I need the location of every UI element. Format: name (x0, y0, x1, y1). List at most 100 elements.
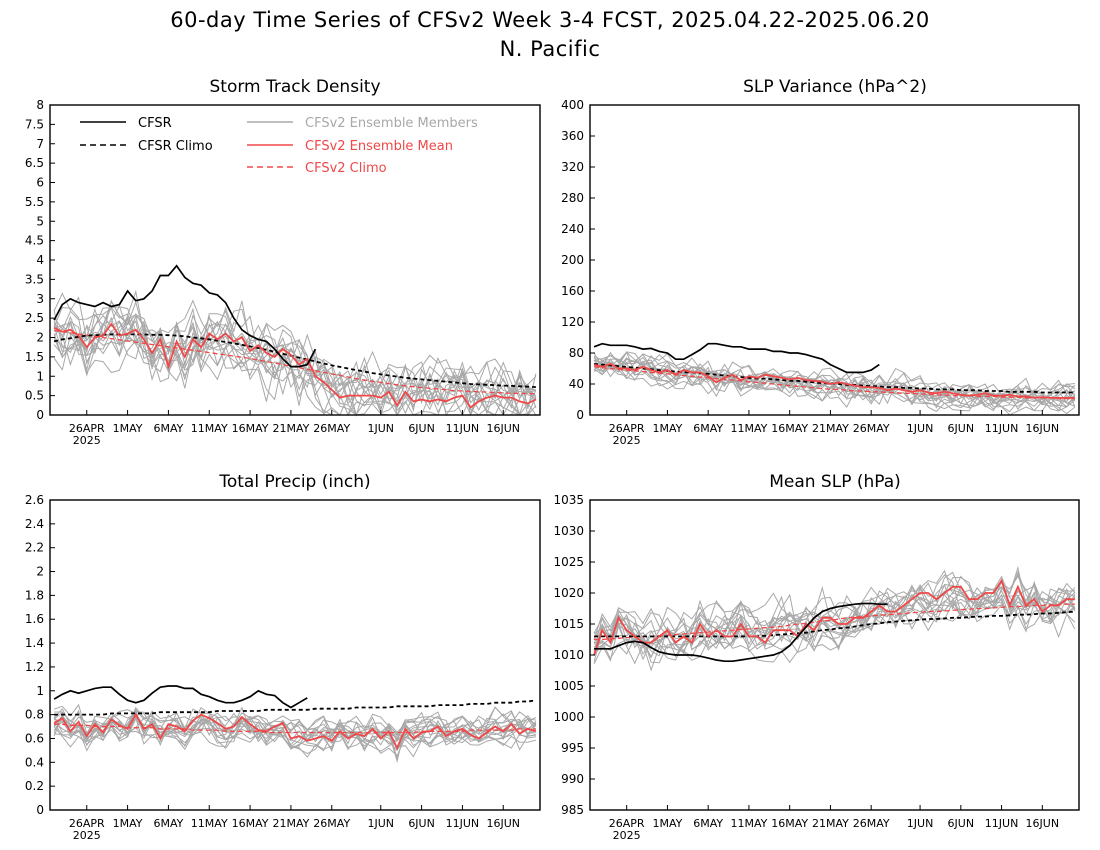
x-tick-label: 21MAY (272, 817, 309, 830)
x-tick-label: 1MAY (113, 817, 143, 830)
y-tick-label: 400 (561, 98, 584, 112)
series-cfsr-climo (594, 610, 1075, 638)
x-tick-label: 16JUN (486, 817, 520, 830)
y-tick-label: 1.5 (25, 350, 44, 364)
ensemble-member-line (53, 706, 537, 752)
series-ensemble-mean (593, 578, 1075, 656)
y-tick-label: 1.8 (25, 588, 44, 602)
panel-title: Storm Track Density (209, 77, 380, 97)
legend-label-members: CFSv2 Ensemble Members (305, 116, 478, 131)
panel-title: SLP Variance (hPa^2) (743, 77, 927, 97)
y-tick-label: 1035 (553, 493, 584, 507)
x-tick-label: 6JUN (408, 422, 435, 435)
y-tick-label: 3 (36, 292, 44, 306)
x-year-label: 2025 (73, 434, 101, 447)
x-tick-label: 21MAY (812, 817, 849, 830)
x-tick-label: 16MAY (771, 422, 808, 435)
y-tick-label: 0.5 (25, 389, 44, 403)
ensemble-member-line (593, 587, 1075, 665)
y-tick-label: 200 (561, 253, 584, 267)
y-tick-label: 0.8 (25, 708, 44, 722)
y-tick-label: 1030 (553, 524, 584, 538)
x-tick-label: 26APR (69, 817, 105, 830)
y-tick-label: 1005 (553, 679, 584, 693)
x-year-label: 2025 (613, 829, 641, 842)
x-tick-label: 11JUN (446, 422, 480, 435)
plot-frame (49, 104, 541, 416)
y-tick-label: 5.5 (25, 195, 44, 209)
ensemble-member-line (53, 706, 537, 748)
x-tick-label: 16MAY (232, 817, 269, 830)
ensemble-member-line (593, 353, 1075, 416)
y-tick-label: 1020 (553, 586, 584, 600)
ensemble-member-line (593, 351, 1076, 406)
ensemble-member-line (53, 322, 537, 416)
x-tick-label: 26APR (609, 422, 645, 435)
x-tick-label: 1MAY (652, 817, 682, 830)
ensemble-member-line (53, 307, 537, 416)
y-tick-label: 2.5 (25, 311, 44, 325)
ensemble-member-line (54, 712, 537, 750)
y-tick-label: 0 (576, 408, 584, 422)
ensemble-member-line (53, 712, 537, 749)
x-tick-label: 26MAY (313, 817, 350, 830)
x-tick-label: 21MAY (272, 422, 309, 435)
legend-label-cfsv2-climo: CFSv2 Climo (305, 161, 387, 176)
y-tick-label: 1015 (553, 617, 584, 631)
x-tick-label: 1JUN (907, 817, 934, 830)
y-tick-label: 2 (36, 565, 44, 579)
ensemble-member-line (593, 358, 1076, 413)
series-cfsv2-climo (594, 603, 1075, 641)
y-tick-label: 4 (36, 253, 44, 267)
y-tick-label: 1.4 (25, 636, 44, 650)
x-tick-label: 11JUN (446, 817, 480, 830)
y-tick-label: 0.2 (25, 779, 44, 793)
x-tick-label: 26MAY (313, 422, 350, 435)
y-tick-label: 360 (561, 129, 584, 143)
y-tick-label: 985 (561, 803, 584, 817)
y-tick-label: 2 (36, 331, 44, 345)
ensemble-member-line (54, 300, 537, 417)
y-tick-label: 2.6 (25, 493, 44, 507)
x-tick-label: 6MAY (153, 422, 183, 435)
y-tick-label: 40 (569, 377, 584, 391)
y-tick-label: 240 (561, 222, 584, 236)
x-tick-label: 1MAY (652, 422, 682, 435)
figure-title: 60-day Time Series of CFSv2 Week 3-4 FCS… (170, 8, 930, 32)
y-tick-label: 7.5 (25, 117, 44, 131)
ensemble-member-line (53, 320, 537, 416)
figure-subtitle: N. Pacific (500, 37, 601, 61)
series-cfsr-climo (54, 699, 537, 716)
ensemble-member-line (593, 575, 1076, 664)
y-tick-label: 1 (36, 684, 44, 698)
x-tick-label: 16JUN (1026, 817, 1060, 830)
y-tick-label: 6.5 (25, 156, 44, 170)
x-tick-label: 6JUN (948, 422, 975, 435)
x-tick-label: 11MAY (191, 817, 228, 830)
y-tick-label: 0 (36, 803, 44, 817)
x-tick-label: 16MAY (232, 422, 269, 435)
y-tick-label: 4.5 (25, 234, 44, 248)
x-year-label: 2025 (73, 829, 101, 842)
legend: CFSR CFSR Climo CFSv2 Ensemble Members C… (80, 116, 478, 176)
series-ensemble-mean (593, 362, 1075, 399)
series-ensemble-mean (53, 712, 537, 751)
y-tick-label: 2.2 (25, 541, 44, 555)
x-tick-label: 11MAY (730, 422, 767, 435)
y-tick-label: 1025 (553, 555, 584, 569)
x-tick-label: 1JUN (367, 422, 394, 435)
x-tick-label: 16JUN (1026, 422, 1060, 435)
y-tick-label: 1.2 (25, 660, 44, 674)
y-tick-label: 320 (561, 160, 584, 174)
y-tick-label: 0 (36, 408, 44, 422)
x-tick-label: 16JUN (486, 422, 520, 435)
x-tick-label: 26MAY (853, 817, 890, 830)
x-tick-label: 1MAY (113, 422, 143, 435)
y-tick-label: 120 (561, 315, 584, 329)
y-tick-label: 995 (561, 741, 584, 755)
x-tick-label: 1JUN (907, 422, 934, 435)
x-tick-label: 6MAY (153, 817, 183, 830)
y-tick-label: 0.6 (25, 731, 44, 745)
x-tick-label: 26APR (69, 422, 105, 435)
